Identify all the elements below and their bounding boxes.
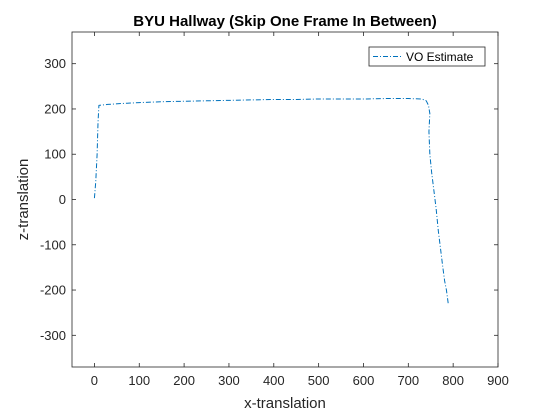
y-tick-label: 200 (44, 101, 66, 116)
legend-label-vo-estimate: VO Estimate (406, 50, 474, 64)
series-line-0 (93, 98, 449, 304)
x-tick-label: 200 (173, 373, 195, 388)
axis-ticks: 0 100 200 300 400 500 600 700 800 900 -300 -200 -100… (40, 32, 509, 388)
y-tick-label: -300 (40, 328, 66, 343)
x-tick-label: 900 (487, 373, 509, 388)
x-tick-label: 600 (353, 373, 375, 388)
legend-box (368, 46, 486, 67)
x-tick-label: 500 (308, 373, 330, 388)
y-tick-label: 100 (44, 147, 66, 162)
y-tick-label: -200 (40, 283, 66, 298)
y-tick-label: 0 (59, 192, 66, 207)
y-tick-label: 300 (44, 56, 66, 71)
legend: VO Estimate (368, 46, 486, 67)
chart-title: BYU Hallway (Skip One Frame In Between) (133, 13, 436, 30)
plot-area (71, 31, 499, 368)
x-tick-label: 0 (91, 373, 98, 388)
x-tick-label: 400 (263, 373, 285, 388)
x-tick-label: 100 (128, 373, 150, 388)
x-tick-label: 700 (397, 373, 419, 388)
x-tick-label: 800 (442, 373, 464, 388)
series-layer (93, 98, 449, 304)
y-axis-label: z-translation (15, 159, 32, 241)
x-tick-label: 300 (218, 373, 240, 388)
x-axis-label: x-translation (244, 395, 326, 412)
y-tick-label: -100 (40, 237, 66, 252)
